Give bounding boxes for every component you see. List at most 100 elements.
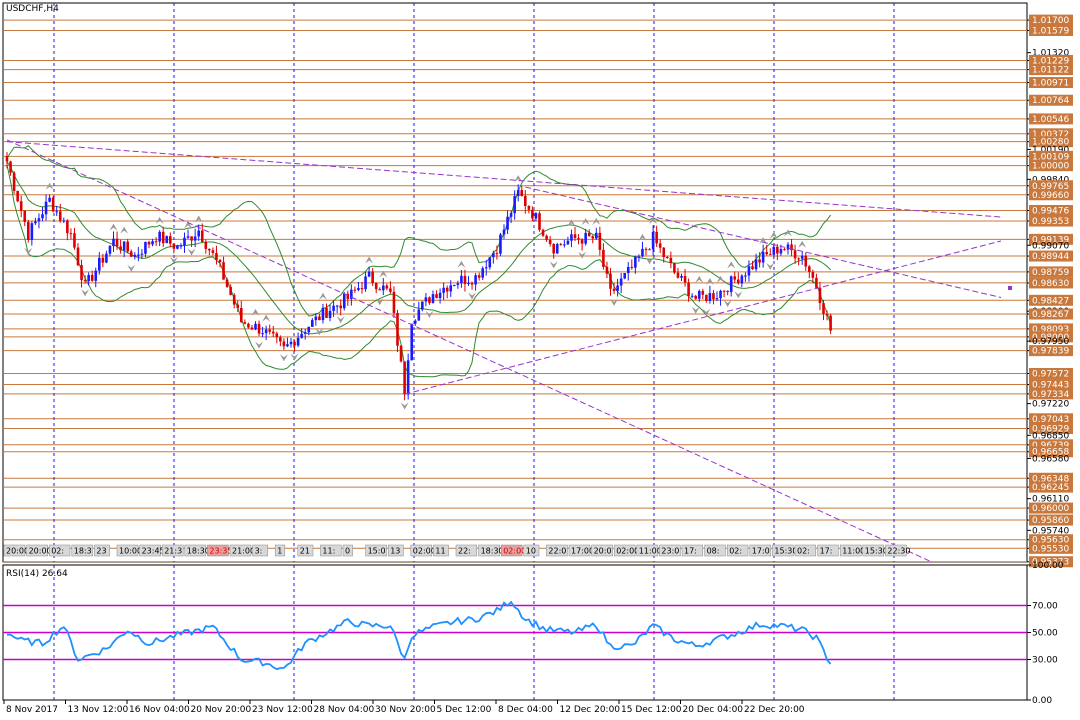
candle-body [779,249,783,254]
candle-body [19,201,23,211]
time-tag-label: 02: [51,547,64,556]
price-tag [1029,413,1073,425]
time-tag-box [455,544,478,557]
time-tag-box [704,544,726,557]
candle-body [818,287,822,304]
candle-body [776,246,779,254]
time-tag-box [817,544,839,557]
candle-body [318,316,321,321]
candle-body [463,275,467,285]
fractal-up-marker [567,219,576,227]
time-tag-label: 15:30 [774,547,797,556]
candle-body [722,290,726,292]
price-tick-label: 0.96348 [1032,474,1069,484]
candle-body [786,244,790,250]
candle-body [257,323,261,334]
candle-body [410,323,413,361]
candle-body [62,220,66,222]
candle-body [80,265,83,281]
candle-body [158,231,161,242]
candle-body [311,320,314,327]
time-tag-box [387,544,404,557]
candle-body [442,287,445,293]
price-tick-label: 1.01122 [1032,66,1069,76]
candle-body [800,255,804,259]
candle-body [268,329,271,332]
price-tick-label: 1.00372 [1032,130,1069,140]
candle-body [140,253,144,255]
candle-body [676,272,680,278]
candle-body [23,210,27,222]
candle-body [48,197,51,202]
candle-body [137,254,140,256]
fractal-up-marker [798,240,807,248]
fractal-down-marker [187,248,196,256]
time-tag-label: 22: [458,547,471,556]
price-tick-label: 1.01320 [1032,49,1069,59]
candle-body [552,243,555,254]
candle-body [740,275,744,284]
candle-body [708,293,712,301]
time-tag-box [342,544,353,557]
price-tick-label: 1.00971 [1032,79,1069,89]
fractal-down-marker [315,328,324,336]
time-tag-box [500,544,523,557]
time-tag-label: 0 [345,547,350,556]
fractal-down-marker [24,247,33,255]
fractal-down-marker [127,264,136,272]
candle-body [229,286,232,295]
candle-body [154,241,158,243]
time-tag-box [410,544,433,557]
fractal-down-marker [578,251,587,259]
price-tick-label: 0.98093 [1032,325,1069,335]
candle-body [683,275,687,283]
time-tag-box [613,544,636,557]
price-tick-label: 0.96110 [1032,495,1069,505]
time-tag-box [365,544,387,557]
candle-body [555,244,559,254]
bollinger-lower-line [6,164,832,378]
candle-body [55,211,58,213]
price-tick-label: 1.00109 [1032,152,1069,162]
time-axis-label: 28 Nov 04:00 [314,705,375,715]
time-tag-box [636,544,659,557]
time-tag-label: 20:0 [594,547,612,556]
time-tag-box [94,544,110,557]
candle-body [421,301,424,310]
candle-body [687,282,690,296]
time-tag-box [862,544,885,557]
candle-body [44,201,48,215]
price-tag [1029,379,1073,391]
time-tag-box [184,544,207,557]
price-tag [1029,502,1073,514]
symbol-label: USDCHF,H4 [6,4,59,14]
price-tick-label: 0.98427 [1032,296,1069,306]
time-tag-label: 10:00 [119,547,142,556]
fractal-down-marker [549,261,558,269]
time-tag-box [26,544,48,557]
candle-body [385,285,389,289]
price-tag [1029,94,1073,106]
fractal-down-marker [702,308,711,316]
candle-body [605,266,609,274]
candle-body [5,156,9,162]
candle-body [264,329,268,334]
rsi-tick-label: 70.00 [1032,602,1058,612]
candle-body [573,234,577,239]
time-tag-label: 23 [96,547,106,556]
candle-body [737,279,740,284]
candle-body [215,253,218,260]
candle-body [58,211,62,221]
price-tick-label: 0.95630 [1032,536,1069,546]
candle-body [321,307,325,321]
candle-body [825,313,829,316]
candle-body [548,239,552,244]
price-tick-label: 1.01579 [1032,26,1069,36]
candle-body [768,254,772,256]
price-tag [1029,180,1073,192]
candle-body [197,230,200,237]
rsi-tick-label: 30.00 [1032,656,1058,666]
time-tag-box [252,544,269,557]
candle-body [765,252,768,255]
candle-body [342,293,346,309]
